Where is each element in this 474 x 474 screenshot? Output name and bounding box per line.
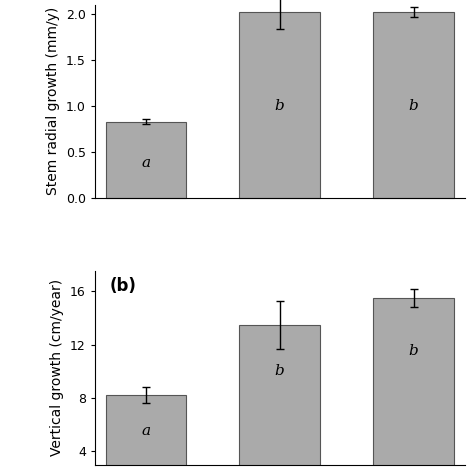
Text: b: b: [409, 344, 419, 358]
Text: b: b: [409, 99, 419, 113]
Text: a: a: [141, 156, 150, 170]
Bar: [239, 325, 320, 474]
Bar: [374, 12, 454, 198]
Text: (b): (b): [109, 277, 137, 295]
Bar: [106, 121, 186, 198]
Bar: [106, 395, 186, 474]
Text: a: a: [141, 424, 150, 438]
Y-axis label: Stem radial growth (mm/y): Stem radial growth (mm/y): [46, 7, 60, 195]
Y-axis label: Vertical growth (cm/year): Vertical growth (cm/year): [50, 279, 64, 456]
Text: b: b: [275, 364, 284, 378]
Text: b: b: [275, 99, 284, 113]
Bar: [374, 298, 454, 474]
Bar: [239, 12, 320, 198]
